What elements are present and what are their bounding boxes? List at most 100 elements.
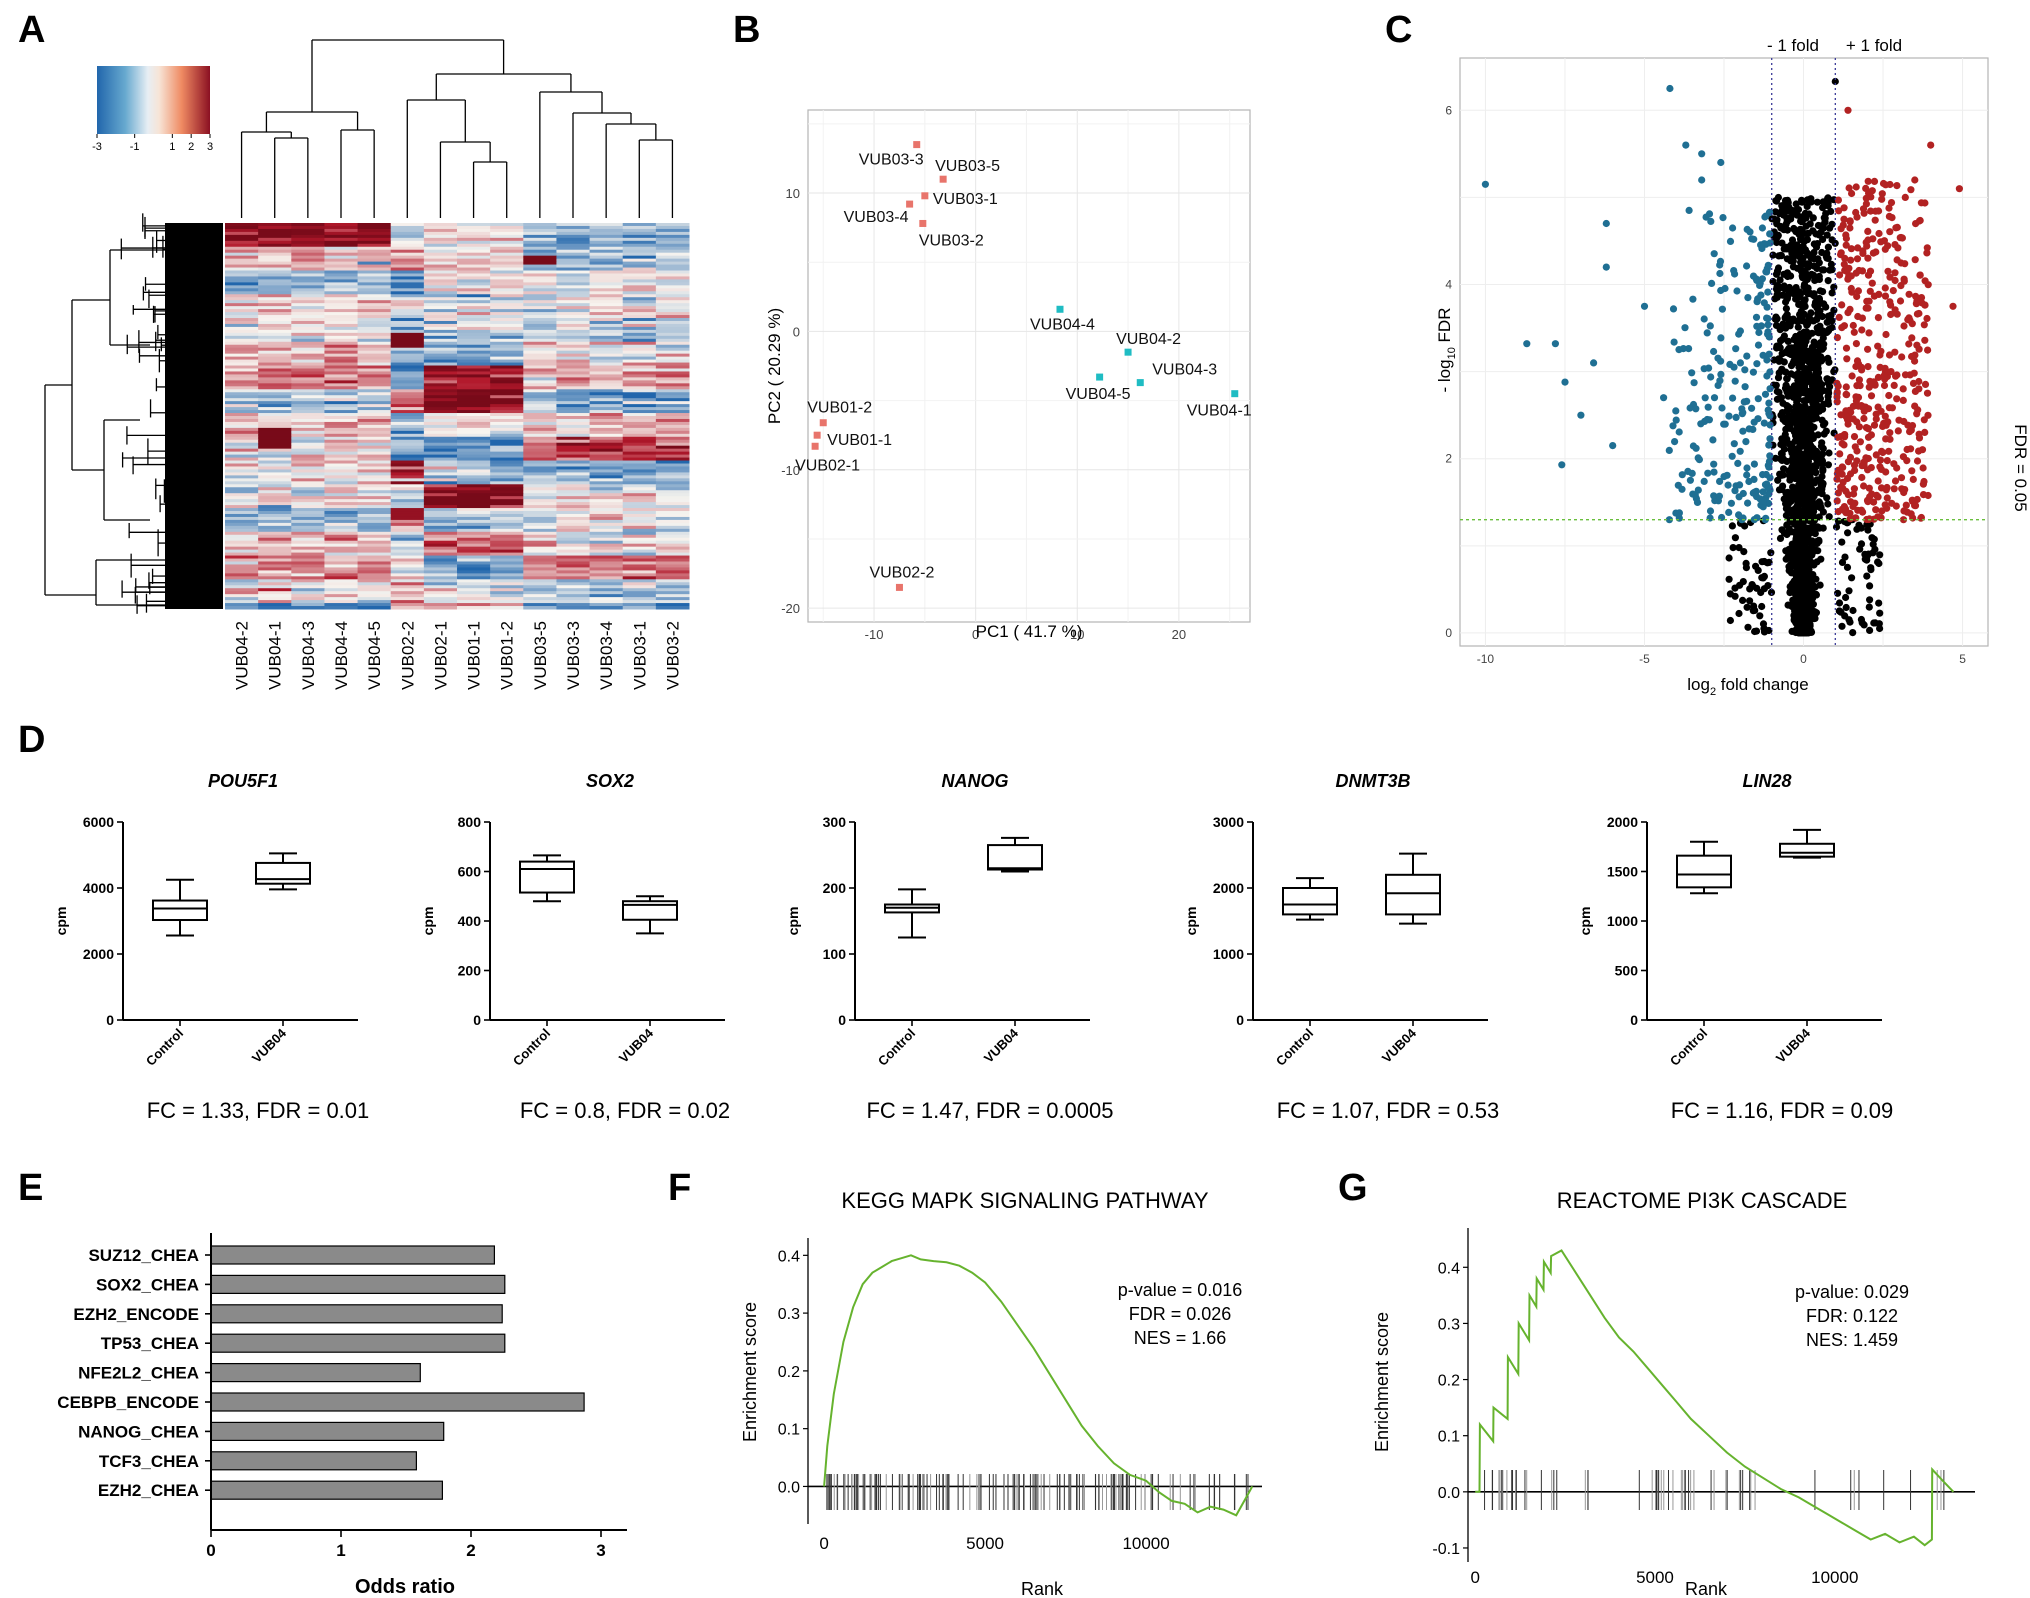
y-tick-label: 600 (458, 864, 482, 880)
heatmap-cell (622, 490, 657, 494)
heatmap-cell (357, 368, 392, 372)
heatmap-cell (258, 240, 292, 245)
heatmap-cell (523, 487, 557, 491)
heatmap-cell (390, 392, 425, 396)
heatmap-cell (589, 499, 624, 503)
x-tick-label: 3 (596, 1541, 605, 1560)
volcano-point-ns (1849, 606, 1857, 615)
bar (210, 1451, 417, 1471)
heatmap-cell (324, 240, 359, 245)
heatmap-cell (324, 451, 359, 456)
heatmap-cell (622, 386, 657, 390)
heatmap-cell (258, 496, 292, 500)
volcano-point-up (1904, 316, 1912, 324)
heatmap-cell (556, 531, 591, 536)
volcano-point-ns (1800, 260, 1808, 268)
heatmap-cell (225, 353, 259, 358)
volcano-point-up (1846, 218, 1854, 226)
heatmap-cell (589, 582, 624, 586)
y-axis-label: cpm (1183, 907, 1199, 936)
volcano-point-up (1891, 276, 1899, 285)
heatmap-cell (390, 534, 425, 539)
heatmap-cell (556, 255, 591, 260)
heatmap-cell (556, 493, 591, 497)
volcano-point-ns (1781, 414, 1789, 422)
heatmap-cell (423, 516, 458, 521)
heatmap-cell (490, 312, 524, 316)
volcano-point-ns (1825, 389, 1833, 397)
heatmap-cell (291, 454, 325, 459)
pca-point (919, 219, 927, 227)
volcano-point-up (1862, 304, 1870, 312)
heatmap-cell (324, 362, 359, 367)
volcano-point-up (1854, 287, 1862, 295)
heatmap-cell (490, 323, 524, 328)
heatmap-cell (457, 288, 491, 292)
heatmap-cell (556, 285, 591, 289)
volcano-xtick-label: -10 (1477, 652, 1495, 666)
heatmap-cell (490, 451, 524, 456)
volcano-point-ns (1798, 526, 1806, 535)
heatmap-cell (589, 264, 624, 269)
heatmap-cell (589, 315, 624, 319)
y-tick-label: 200 (823, 880, 847, 896)
heatmap-cell (556, 543, 591, 548)
volcano-point-down (1706, 322, 1714, 330)
heatmap-cell (556, 335, 591, 340)
heatmap-cell (490, 513, 524, 518)
volcano-point-down (1765, 350, 1773, 358)
heatmap-cell (490, 386, 524, 390)
heatmap-cell (225, 430, 259, 435)
heatmap-cell (523, 362, 557, 367)
volcano-point-up (1847, 408, 1855, 416)
heatmap-cell (324, 606, 359, 610)
heatmap-cell (225, 457, 259, 462)
heatmap-cell (490, 493, 524, 497)
heatmap-cell (258, 460, 292, 465)
heatmap-cell (622, 430, 657, 435)
heatmap-cell (523, 353, 557, 358)
y-tick-label: 2000 (1213, 880, 1244, 896)
heatmap-cell (225, 555, 259, 560)
heatmap-cell (457, 564, 491, 568)
volcano-point-ns (1784, 392, 1792, 400)
volcano-point-ns (1863, 572, 1871, 580)
heatmap-cell (556, 460, 591, 465)
heatmap-cell (225, 380, 259, 384)
heatmap-cell (589, 341, 624, 346)
heatmap-cell (490, 374, 524, 378)
volcano-point-down (1689, 295, 1697, 303)
heatmap-cell (225, 528, 259, 533)
heatmap-cell (357, 371, 392, 375)
heatmap-cell (357, 525, 392, 530)
heatmap-cell (390, 505, 425, 509)
volcano-point-ns (1785, 525, 1793, 533)
heatmap-cell (324, 401, 359, 405)
heatmap-cell (655, 231, 690, 236)
heatmap-cell (291, 282, 325, 286)
heatmap-cell (423, 567, 458, 571)
volcano-point-up (1915, 430, 1923, 438)
heatmap-cell (390, 335, 425, 340)
heatmap-cell (523, 582, 557, 586)
volcano-point-up (1843, 391, 1851, 399)
heatmap-cell (258, 344, 292, 349)
heatmap-cell (258, 463, 292, 467)
heatmap-cell (589, 234, 624, 239)
volcano-point-ns (1825, 513, 1833, 521)
heatmap-cell (423, 484, 458, 488)
heatmap-cell (589, 531, 624, 536)
heatmap-cell (457, 540, 491, 545)
heatmap-cell (225, 508, 259, 512)
volcano-point-up (1834, 508, 1842, 516)
heatmap-cell (324, 421, 359, 426)
volcano-xtick-label: 5 (1959, 652, 1966, 666)
heatmap-cell (258, 475, 292, 479)
y-tick-label: 0 (838, 1012, 846, 1028)
heatmap-cell (258, 528, 292, 533)
heatmap-cell (357, 303, 392, 307)
volcano-point-up (1902, 501, 1910, 509)
heatmap-cell (423, 303, 458, 307)
heatmap-cell (258, 478, 292, 482)
heatmap-cell (390, 395, 425, 399)
